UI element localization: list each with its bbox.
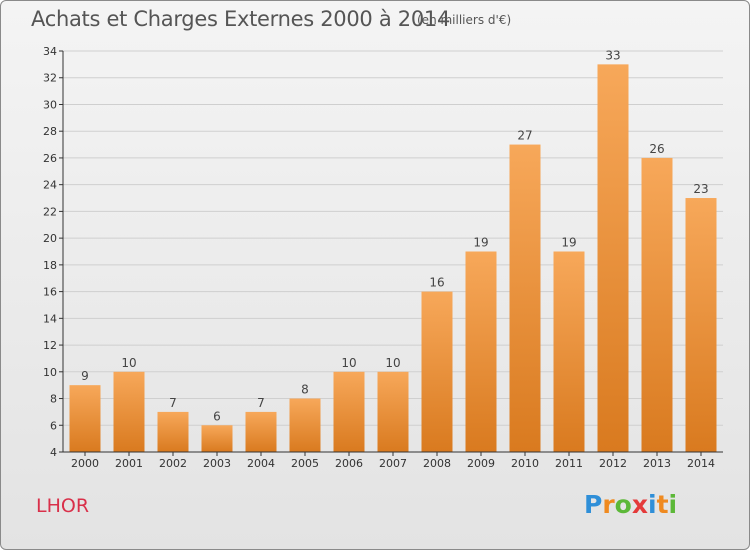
bar: [641, 157, 673, 452]
x-tick-label: 2009: [467, 457, 495, 470]
bar: [509, 144, 541, 453]
bar: [157, 411, 189, 452]
bar-value-label: 19: [473, 236, 488, 250]
bar: [113, 371, 145, 452]
proxiti-logo[interactable]: Proxiti: [584, 490, 677, 519]
bar-value-label: 19: [561, 236, 576, 250]
bar-value-label: 10: [385, 356, 400, 370]
bar: [245, 411, 277, 452]
x-tick-label: 2007: [379, 457, 407, 470]
x-tick-label: 2000: [71, 457, 99, 470]
logo-letter: i: [668, 490, 678, 519]
bar: [289, 398, 321, 452]
logo-letter: o: [614, 490, 632, 519]
y-tick-label: 8: [50, 393, 57, 406]
bar: [421, 291, 453, 452]
bar-value-label: 8: [301, 383, 309, 397]
bar: [201, 425, 233, 452]
bar-value-label: 33: [605, 48, 620, 62]
y-tick-label: 4: [50, 446, 57, 459]
x-tick-label: 2003: [203, 457, 231, 470]
y-tick-label: 6: [50, 419, 57, 432]
bars: [69, 64, 717, 453]
x-tick-label: 2012: [599, 457, 627, 470]
y-tick-label: 20: [43, 232, 57, 245]
chart-title: Achats et Charges Externes 2000 à 2014: [31, 7, 451, 31]
y-tick-label: 28: [43, 125, 57, 138]
x-tick-label: 2006: [335, 457, 363, 470]
bar-value-label: 7: [257, 396, 265, 410]
x-tick-label: 2001: [115, 457, 143, 470]
bar-value-label: 6: [213, 409, 221, 423]
bar: [377, 371, 409, 452]
logo-letter: i: [648, 490, 657, 519]
bar: [553, 251, 585, 452]
x-tick-label: 2011: [555, 457, 583, 470]
x-tick-label: 2005: [291, 457, 319, 470]
x-tick-label: 2014: [687, 457, 715, 470]
y-tick-label: 16: [43, 286, 57, 299]
chart-subtitle: (en milliers d'€): [417, 13, 512, 27]
y-tick-label: 10: [43, 366, 57, 379]
logo-letter: x: [631, 490, 648, 519]
x-tick-label: 2004: [247, 457, 275, 470]
x-tick-label: 2002: [159, 457, 187, 470]
bar: [685, 198, 717, 452]
bar-value-label: 10: [341, 356, 356, 370]
bar: [597, 64, 629, 452]
bar-value-label: 16: [429, 276, 444, 290]
bar: [333, 371, 365, 452]
y-tick-label: 12: [43, 339, 57, 352]
labels: 9 10 7 6 7 8 10 10 16 19 27 19 33 26 23: [81, 48, 708, 423]
logo-letter: t: [656, 490, 669, 519]
y-tick-label: 18: [43, 259, 57, 272]
y-tick-label: 34: [43, 45, 57, 58]
x-tick-label: 2008: [423, 457, 451, 470]
y-tick-label: 14: [43, 312, 57, 325]
bar-value-label: 26: [649, 142, 664, 156]
y-tick-label: 32: [43, 72, 57, 85]
x-tick-label: 2010: [511, 457, 539, 470]
commune-name: LHOR: [36, 495, 90, 517]
y-tick-label: 26: [43, 152, 57, 165]
bar-value-label: 10: [121, 356, 136, 370]
y-tick-label: 22: [43, 205, 57, 218]
axes: 4 6 8 10 12 14 16 18 20 22 24 26 28 30 32 34 2000 2001 200…: [43, 45, 723, 470]
bar: [69, 385, 101, 452]
bar-value-label: 23: [693, 182, 708, 196]
y-tick-label: 30: [43, 98, 57, 111]
y-tick-label: 24: [43, 179, 57, 192]
bar: [465, 251, 497, 452]
logo-letter: r: [602, 490, 615, 519]
bar-value-label: 9: [81, 369, 89, 383]
x-tick-label: 2013: [643, 457, 671, 470]
bar-value-label: 7: [169, 396, 177, 410]
bar-value-label: 27: [517, 129, 532, 143]
logo-letter: P: [584, 490, 603, 519]
